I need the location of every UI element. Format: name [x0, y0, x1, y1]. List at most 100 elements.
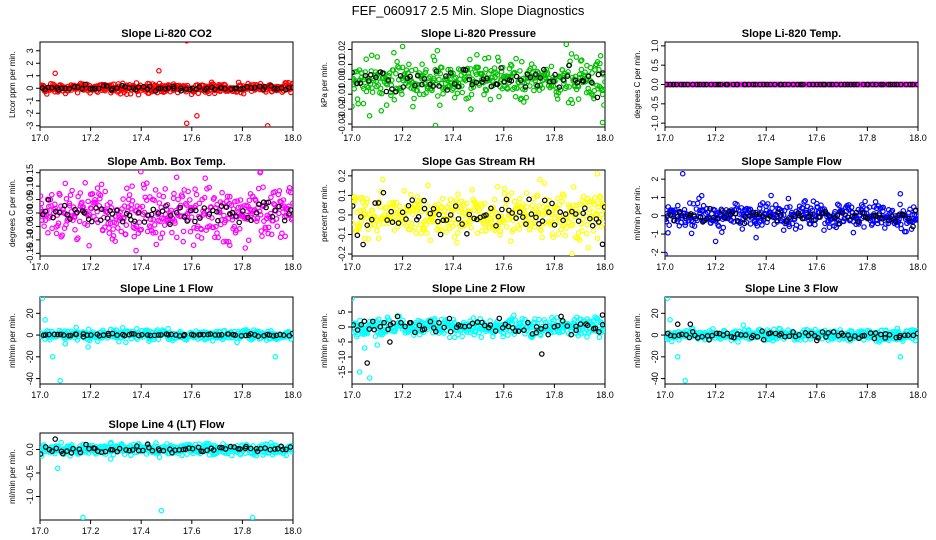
point-rh [560, 217, 566, 224]
point-ambbox [180, 228, 187, 235]
point-line3 [734, 331, 741, 337]
outlier-point-rh [526, 196, 532, 203]
point-ambbox [175, 196, 181, 203]
outlier-point-pressure [468, 106, 474, 112]
point-pressure [484, 75, 490, 82]
point-rh [482, 228, 489, 234]
point-pressure [406, 61, 412, 68]
point-pressure [465, 95, 472, 101]
y-axis-label-ambbox: degrees C per min. [8, 179, 17, 247]
point-sampleflow [700, 202, 707, 209]
point-ambbox [118, 228, 125, 235]
point-line1 [270, 333, 277, 339]
point-sampleflow [671, 217, 677, 224]
point-rh [570, 202, 576, 209]
point-rh [576, 201, 583, 208]
point-pressure [379, 70, 386, 76]
point-pressure [494, 81, 501, 88]
point-ambbox [229, 217, 236, 223]
point-line2 [441, 324, 448, 331]
point-rh [471, 215, 477, 222]
point-sampleflow [880, 204, 887, 211]
point-rh [438, 204, 445, 210]
point-line3 [871, 335, 878, 342]
point-ambbox [289, 215, 293, 221]
x-tick-label-temp: 17.6 [808, 133, 826, 143]
point-line2 [565, 330, 572, 337]
outlier-point-line3 [667, 316, 673, 323]
y-tick-label-temp: 0.0 [650, 78, 660, 91]
point-ambbox [265, 199, 272, 206]
panel-title-temp: Slope Li-820 Temp. [742, 28, 841, 40]
point-pressure [508, 78, 515, 84]
point-ambbox [159, 208, 166, 214]
outlier-point-line1 [57, 377, 64, 384]
outlier-point-line1 [40, 297, 46, 301]
panel-title-sampleflow: Slope Sample Flow [741, 156, 842, 168]
point-ambbox [56, 209, 63, 216]
outlier-point-line3 [682, 377, 689, 384]
point-pressure [378, 90, 385, 97]
point-ambbox [131, 233, 138, 240]
point-ambbox [126, 192, 133, 198]
point-line2 [471, 331, 478, 338]
y-tick-label-rh: -0.2 [337, 246, 347, 262]
point-sampleflow [784, 204, 790, 211]
point-pressure [487, 96, 494, 103]
point-line3 [894, 325, 901, 332]
point-rh [356, 223, 363, 230]
point-co2 [256, 83, 263, 90]
point-ambbox [240, 208, 246, 214]
x-tick-label-temp: 17.8 [859, 133, 877, 143]
point-rh [500, 219, 507, 225]
point-rh [443, 217, 450, 223]
point-ambbox [273, 216, 280, 222]
point-sampleflow [741, 220, 748, 227]
point-sampleflow [759, 200, 766, 206]
points-pressure [352, 42, 605, 127]
point-ambbox [236, 226, 243, 232]
point-ambbox [66, 200, 73, 207]
x-tick-label-line1: 17.8 [234, 390, 252, 400]
points-sampleflow [665, 170, 918, 256]
point-sampleflow [906, 215, 912, 222]
point-rh [416, 201, 423, 208]
point-line2 [500, 333, 506, 340]
point-line2 [472, 329, 479, 335]
point-ambbox [210, 224, 217, 231]
point-ambbox [151, 197, 158, 204]
point-pressure [522, 84, 529, 90]
y-axis-label-line4: ml/min per min. [8, 449, 17, 504]
point-sampleflow [756, 205, 763, 212]
outlier-point-co2 [264, 123, 271, 127]
point-line2 [432, 328, 439, 335]
point-co2 [133, 80, 140, 86]
point-pressure [540, 66, 547, 73]
point-line1 [280, 332, 287, 339]
point-line2 [525, 319, 531, 326]
point-sampleflow [886, 217, 892, 224]
point-line1 [197, 331, 204, 338]
point-temp [734, 81, 741, 88]
outlier-point-line2 [364, 360, 371, 366]
point-co2 [45, 84, 52, 91]
point-line1 [86, 337, 93, 344]
point-sampleflow [753, 211, 760, 218]
point-co2 [114, 85, 120, 91]
x-tick-label-line4: 17.0 [31, 526, 49, 536]
point-rh [369, 207, 376, 214]
point-ambbox [54, 223, 61, 229]
point-line1 [119, 324, 126, 331]
point-line3 [914, 328, 918, 334]
point-sampleflow [826, 213, 832, 219]
point-line3 [914, 330, 918, 337]
point-line3 [872, 330, 879, 336]
point-pressure [450, 70, 456, 77]
point-line3 [819, 329, 826, 335]
point-pressure [468, 91, 475, 98]
point-ambbox [188, 214, 195, 220]
point-pressure [479, 79, 485, 85]
y-tick-label-temp: -0.5 [650, 96, 660, 112]
point-rh [372, 200, 378, 206]
point-rh [391, 227, 398, 234]
